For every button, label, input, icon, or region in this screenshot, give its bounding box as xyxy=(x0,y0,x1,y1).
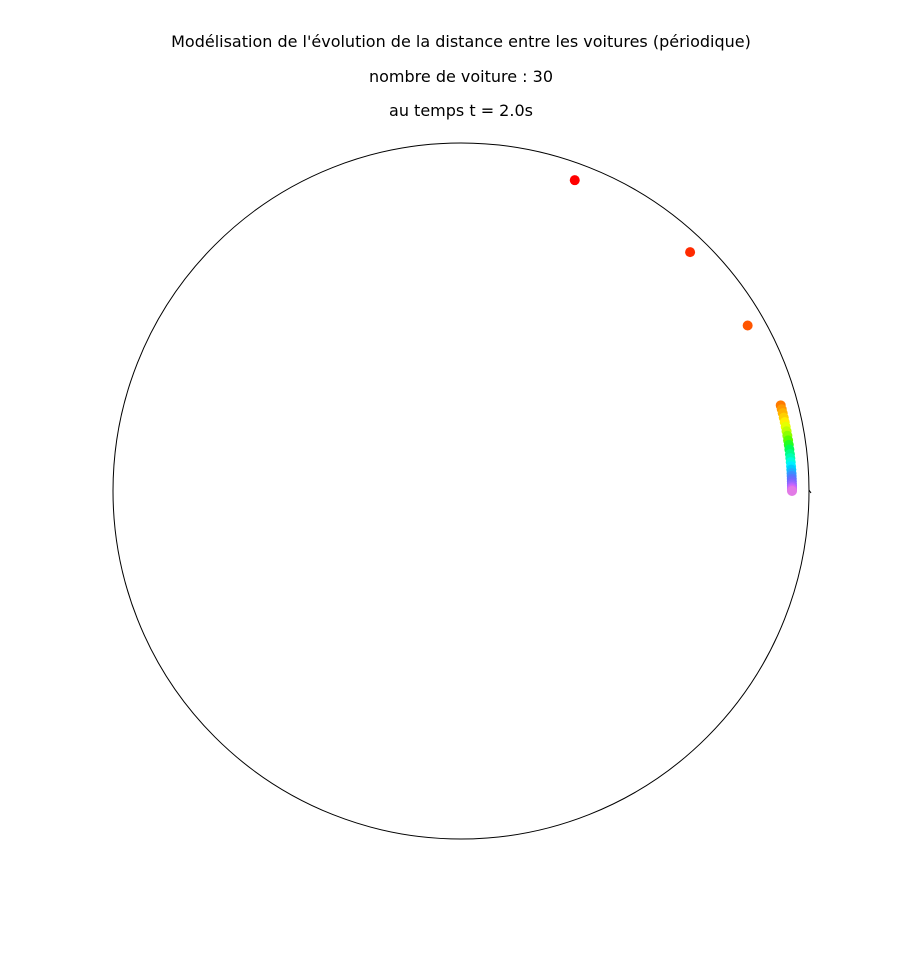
car-marker-2 xyxy=(685,247,696,258)
chart-subtitle-car-count: nombre de voiture : 30 xyxy=(368,67,554,86)
chart-title: Modélisation de l'évolution de la distan… xyxy=(171,32,751,51)
car-marker-3 xyxy=(742,320,753,331)
start-tick-mark xyxy=(808,489,812,494)
chart-time-label: au temps t = 2.0s xyxy=(389,101,533,120)
car-markers xyxy=(569,175,797,496)
car-marker-1 xyxy=(569,175,580,186)
car-marker-30 xyxy=(787,486,797,496)
circular-track xyxy=(112,142,810,840)
